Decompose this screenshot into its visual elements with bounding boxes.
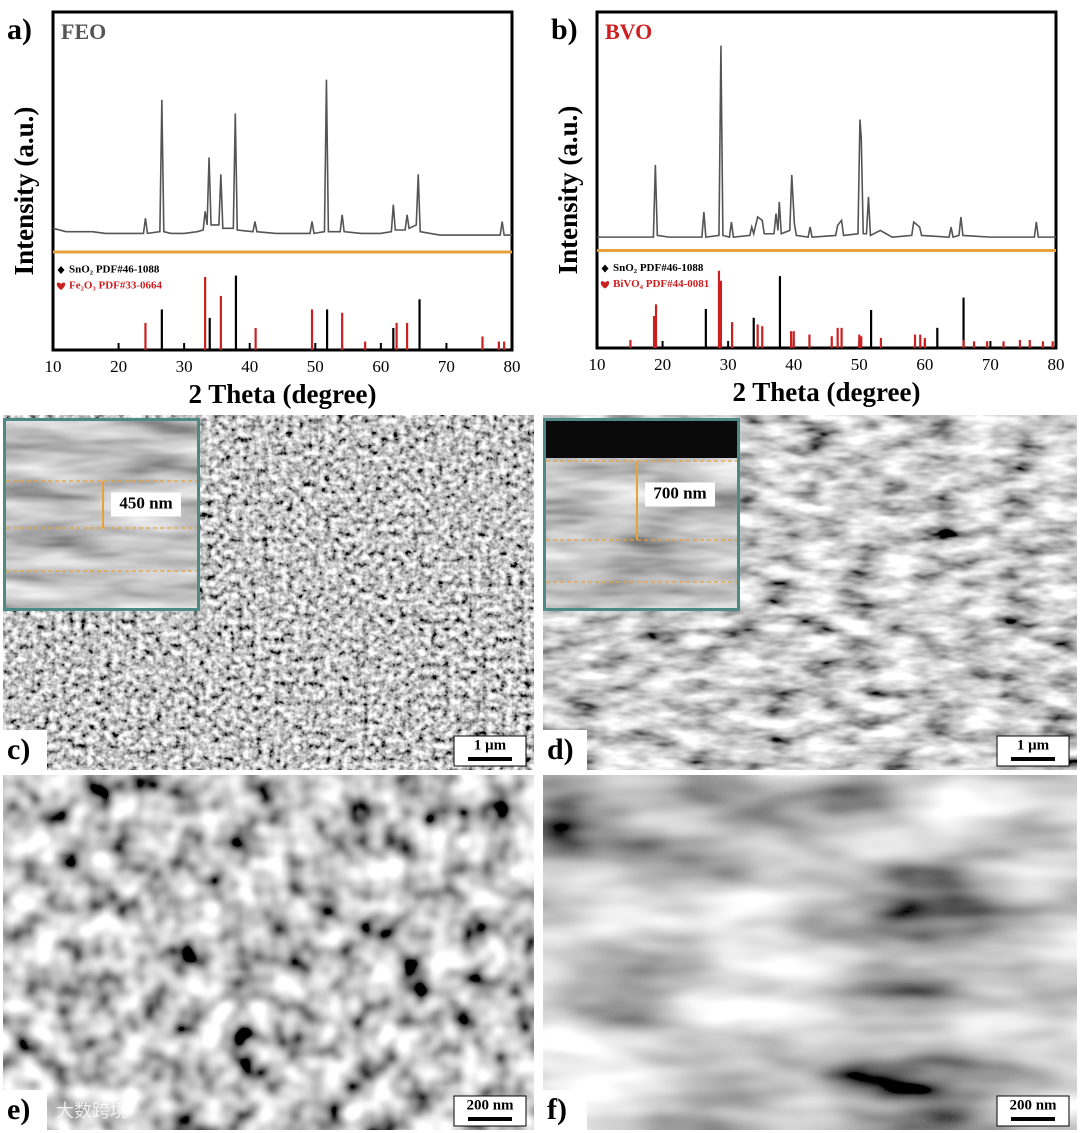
legend-entry: SnO₂ PDF#46-1088 [613, 262, 704, 274]
y-axis-label: Intensity (a.u.) [9, 107, 39, 276]
panel-label-box [3, 1090, 47, 1130]
x-tick-label: 20 [110, 357, 127, 376]
x-tick-label: 50 [851, 355, 868, 374]
x-axis-label: 2 Theta (degree) [733, 377, 921, 407]
inset-label-box [645, 482, 715, 507]
sem-image [543, 775, 1077, 1130]
scale-bar-label: 1 μm [474, 737, 507, 753]
x-axis-label: 2 Theta (degree) [189, 379, 377, 409]
plot-frame [595, 10, 1058, 350]
x-tick-label: 50 [307, 357, 324, 376]
scale-bar-label: 200 nm [466, 1097, 514, 1113]
sem-image [3, 775, 534, 1130]
panel-label-box [543, 730, 587, 770]
legend-marker [57, 265, 65, 274]
x-tick-label: 40 [241, 357, 258, 376]
inset-border [543, 418, 740, 611]
panel-label: f) [547, 1093, 567, 1126]
x-tick-label: 20 [654, 355, 671, 374]
x-tick-label: 40 [785, 355, 802, 374]
legend-entry: BiVO₄ PDF#44-0081 [613, 278, 709, 290]
sem-panel: d) 1 μm 700 nm [543, 415, 1077, 770]
panel-label: a) [7, 13, 32, 46]
watermark: 大数跨境 [56, 1101, 128, 1122]
scale-bar-label: 1 μm [1017, 737, 1050, 753]
legend-entry: Fe₂O₃ PDF#33-0664 [69, 280, 163, 292]
panel-label: e) [7, 1093, 30, 1126]
inset-label-box [111, 492, 181, 517]
legend-marker [600, 281, 610, 289]
sem-panel: f) 200 nm [543, 775, 1077, 1130]
x-tick-label: 30 [176, 357, 193, 376]
panel-label-box [543, 1090, 587, 1130]
chart: a) FEO 10 20 30 40 50 60 70 80 2 Theta (degree) Int… [7, 10, 521, 409]
x-tick-label: 70 [982, 355, 999, 374]
inset-label: 700 nm [653, 483, 706, 502]
x-tick-label: 80 [1048, 355, 1065, 374]
chart: b) BVO 10 20 30 40 50 60 70 80 2 Theta (degree) Int… [551, 10, 1065, 407]
legend-entry: SnO₂ PDF#46-1088 [69, 264, 160, 276]
panel-title: FEO [61, 19, 106, 44]
x-tick-label: 80 [504, 357, 521, 376]
sem-panel: c) 1 μm 450 nm [3, 415, 534, 770]
x-tick-label: 10 [45, 357, 62, 376]
panel-label: c) [7, 733, 30, 766]
x-tick-label: 30 [720, 355, 737, 374]
legend-marker [601, 264, 609, 273]
inset-label: 450 nm [119, 493, 172, 512]
sem-panel: e) 200 nm [3, 775, 534, 1130]
x-tick-label: 70 [438, 357, 455, 376]
plot-frame [51, 10, 514, 352]
xrd-pattern [52, 79, 512, 236]
x-tick-label: 10 [589, 355, 606, 374]
panel-label-box [3, 730, 47, 770]
inset-background [543, 418, 740, 458]
xrd-pattern [597, 45, 1056, 239]
panel-label: d) [547, 733, 574, 766]
x-tick-label: 60 [372, 357, 389, 376]
scale-bar-label: 200 nm [1009, 1097, 1057, 1113]
panel-title: BVO [605, 19, 652, 44]
panel-label: b) [551, 13, 578, 46]
inset-border [3, 418, 200, 611]
legend-marker [56, 282, 66, 290]
x-tick-label: 60 [916, 355, 933, 374]
y-axis-label: Intensity (a.u.) [553, 106, 583, 275]
